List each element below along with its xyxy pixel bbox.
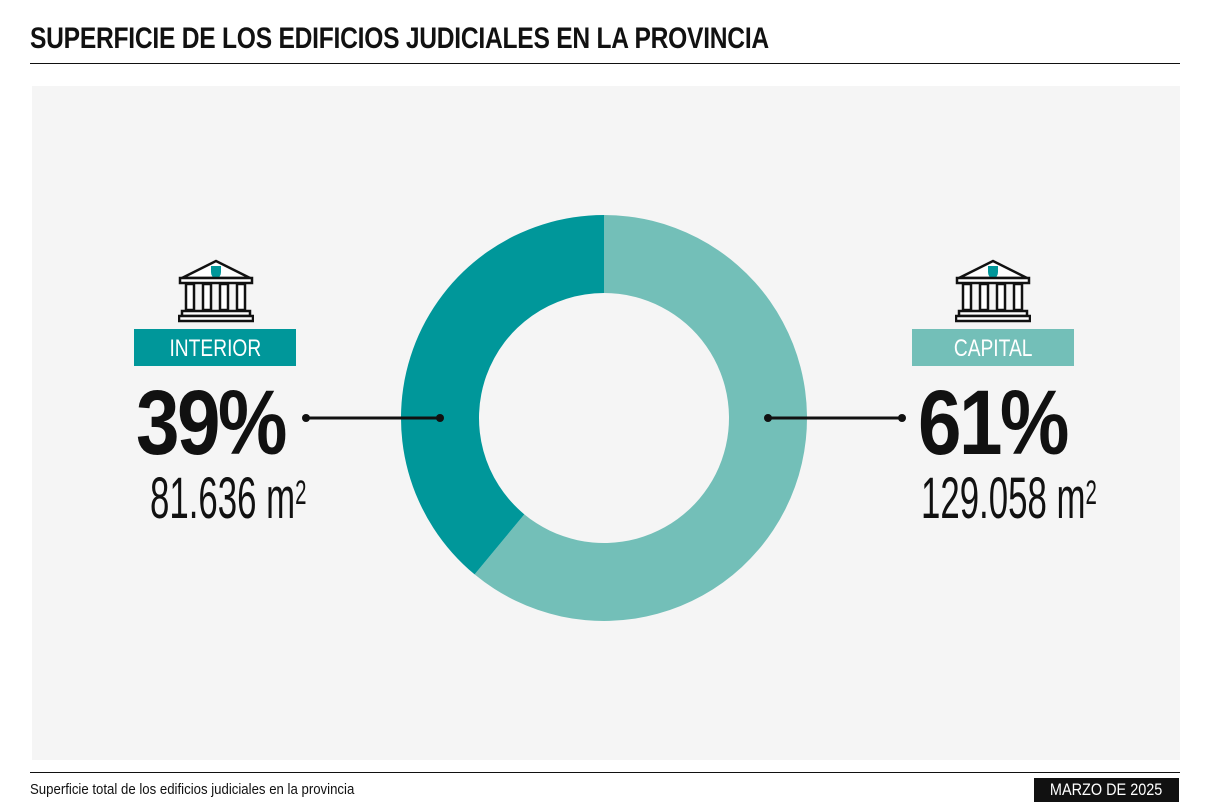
label-capital: CAPITAL xyxy=(912,329,1074,366)
chart-title: SUPERFICIE DE LOS EDIFICIOS JUDICIALES E… xyxy=(30,22,769,55)
slice-capital xyxy=(474,215,807,621)
courthouse-icon xyxy=(178,259,254,323)
area-interior: 81.636 m2 xyxy=(150,466,307,531)
leader-line-capital xyxy=(764,414,906,422)
leader-line-interior xyxy=(302,414,444,422)
title-divider xyxy=(30,63,1180,64)
percent-interior: 39% xyxy=(136,372,287,474)
label-interior: INTERIOR xyxy=(134,329,296,366)
source-note: Superficie total de los edificios judici… xyxy=(30,781,355,798)
area-capital: 129.058 m2 xyxy=(921,466,1097,531)
slice-interior xyxy=(400,215,604,575)
chart-panel xyxy=(32,86,1180,760)
percent-capital: 61% xyxy=(918,372,1069,474)
footer-divider xyxy=(30,772,1180,773)
courthouse-icon xyxy=(955,259,1031,323)
date-badge: MARZO DE 2025 xyxy=(1034,778,1179,802)
